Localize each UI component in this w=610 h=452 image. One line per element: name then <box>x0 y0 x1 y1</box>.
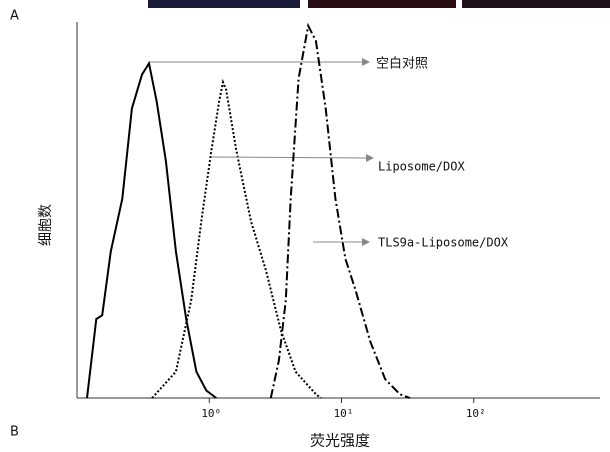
x-tick-label: 10¹ <box>334 407 354 420</box>
panel-label: B <box>10 425 19 440</box>
y-axis-label: 细胞数 <box>38 204 54 246</box>
panel-label: A <box>10 9 19 24</box>
image-strip <box>462 0 610 8</box>
x-axis-label: 荧光强度 <box>310 432 370 450</box>
series-label: Liposome/DOX <box>378 160 465 174</box>
series-line <box>271 26 410 398</box>
x-tick-label: 10² <box>466 407 486 420</box>
arrow-head <box>362 58 370 66</box>
annotation-arrow <box>212 157 366 158</box>
image-strip <box>148 0 300 8</box>
series-line <box>87 63 216 398</box>
series-line <box>152 82 321 398</box>
arrow-head <box>362 238 370 246</box>
series-label: TLS9a-Liposome/DOX <box>378 236 509 250</box>
x-tick-label: 10⁰ <box>201 407 221 420</box>
arrow-head <box>366 154 374 162</box>
image-strip <box>308 0 456 8</box>
chart: A B 荧光强度 细胞数 10⁰ 10¹ 10² 空白对照 Liposome/DOX TL… <box>0 0 610 452</box>
series-label: 空白对照 <box>376 56 428 72</box>
